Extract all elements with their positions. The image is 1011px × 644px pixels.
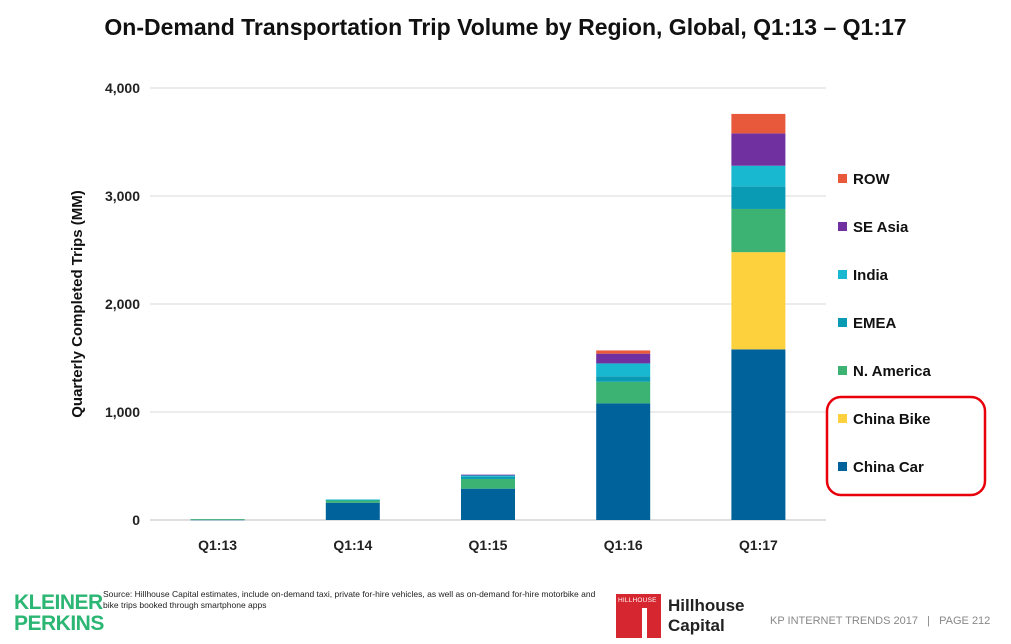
kleiner-perkins-logo: KLEINER PERKINS [14,592,104,634]
bar-segment [596,350,651,354]
legend-highlight-box [825,395,987,497]
bar-segment [596,381,651,404]
bar-segment [461,476,515,479]
page-info: KP INTERNET TRENDS 2017 | PAGE 212 [770,615,991,627]
legend-swatch [838,270,847,279]
legend-swatch [838,366,847,375]
legend-label: China Car [853,459,924,476]
legend-label: China Bike [853,411,931,428]
bar-segment [731,208,786,253]
legend-swatch [838,174,847,183]
bar-segment [461,474,515,476]
x-tick-label: Q1:14 [333,537,372,553]
legend-swatch [838,318,847,327]
bar-segment [325,500,380,503]
chart-title: On-Demand Transportation Trip Volume by … [104,14,907,40]
bar-segment [325,499,380,501]
legend-label: ROW [853,171,891,188]
hillhouse-name: Hillhouse Capital [668,596,745,636]
y-tick-label: 2,000 [105,296,140,312]
hillhouse-name-line2: Capital [668,616,725,635]
bar-segment [596,376,651,382]
bar-segment [731,113,786,134]
bar-segment [731,133,786,166]
x-tick-label: Q1:13 [198,537,237,553]
bar-segment [461,488,515,520]
bar-segment [596,353,651,364]
bar-segment [461,478,515,489]
bar-segment [461,475,515,477]
x-tick-label: Q1:16 [604,537,643,553]
x-tick-label: Q1:15 [469,537,508,553]
bar-segment [731,349,786,520]
hillhouse-name-line1: Hillhouse [668,596,745,615]
kp-logo-line1: KLEINER [14,591,103,614]
y-tick-label: 4,000 [105,80,140,96]
bar-segment [596,363,651,377]
y-axis-label: Quarterly Completed Trips (MM) [69,190,86,418]
legend-swatch [838,462,847,471]
bar-segment [731,252,786,350]
legend-swatch [838,414,847,423]
legend-label: EMEA [853,315,897,332]
y-tick-label: 0 [132,512,140,528]
bar-segment [596,403,651,520]
legend-label: SE Asia [853,219,909,236]
x-tick-label: Q1:17 [739,537,778,553]
bar-segment [190,519,245,520]
y-tick-label: 1,000 [105,404,140,420]
kp-logo-line2: PERKINS [14,612,104,635]
legend-label: N. America [853,363,931,380]
legend-label: India [853,267,889,284]
hillhouse-logo-mark: HILLHOUSE [616,594,661,638]
y-tick-label: 3,000 [105,188,140,204]
bar-segment [731,165,786,187]
source-note: Source: Hillhouse Capital estimates, inc… [103,589,596,610]
bar-segment [325,502,380,520]
hillhouse-logo-text: HILLHOUSE [618,597,657,604]
hillhouse-logo-bar [642,608,647,638]
legend-swatch [838,222,847,231]
stacked-bar-chart: 0 1,000 2,000 3,000 4,000 Quarterly Completed… [69,80,987,553]
bar-segment [731,186,786,209]
